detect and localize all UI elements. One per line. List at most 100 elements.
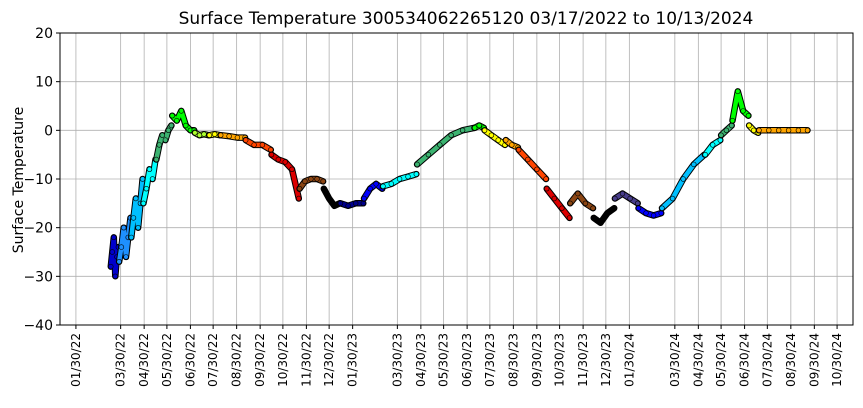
x-tick-label: 01/30/24 [622,333,636,387]
data-point [448,132,454,138]
data-series [413,124,478,168]
x-tick-label: 03/30/23 [390,333,404,387]
x-tick-label: 05/30/23 [437,333,451,387]
data-series [128,175,146,241]
data-point [481,127,488,134]
x-tick-label: 06/30/23 [460,333,474,387]
x-tick-label: 12/30/23 [599,333,613,387]
data-point [275,156,281,163]
data-point [153,156,160,163]
data-series [515,146,550,183]
data-point [165,127,172,134]
data-series [481,127,509,149]
data-point [206,132,213,138]
data-point [128,234,135,241]
data-point [509,142,515,148]
series-line [218,132,248,140]
x-tick-label: 06/30/24 [738,333,752,387]
data-point [130,215,137,221]
data-point [183,122,189,129]
x-tick-label: 08/30/23 [506,333,520,387]
data-point [162,137,169,143]
data-point [717,137,723,143]
data-point [251,142,257,148]
data-series [701,136,724,158]
data-point [140,200,147,207]
data-point [326,195,332,202]
data-point [658,210,664,216]
data-point [735,88,741,95]
data-point [201,131,207,137]
series-line [516,147,549,182]
data-point [559,205,565,211]
data-point [156,142,163,148]
data-point [108,263,114,270]
data-point [750,127,757,134]
data-point [503,137,509,143]
data-point [396,176,403,182]
data-point [218,132,224,138]
data-point [116,259,122,265]
data-point [709,142,716,148]
data-series [217,131,249,141]
data-point [627,195,633,202]
x-tick-label: 05/30/22 [160,333,174,387]
data-point [196,132,203,138]
data-point [321,186,327,192]
data-point [437,142,443,148]
data-point [345,203,351,209]
x-tick-label: 11/30/22 [299,333,313,387]
data-point [643,210,649,216]
x-tick-label: 01/30/22 [69,333,83,387]
y-axis-label: Surface Temperature [11,107,27,253]
data-point [525,156,531,163]
data-point [373,181,379,187]
data-point [367,186,373,192]
data-point [302,178,308,185]
data-point [112,273,119,279]
data-point [575,190,581,197]
x-tick-label: 10/30/24 [830,333,844,387]
data-point [718,132,724,138]
data-series [360,180,386,202]
data-point [619,190,626,197]
data-point [604,210,611,216]
x-tick-label: 08/30/22 [230,333,244,387]
series-line [321,186,342,209]
data-point [135,225,141,231]
x-tick-label: 12/30/22 [322,333,336,387]
x-tick-label: 09/30/22 [253,333,267,387]
y-tick-label: 10 [35,75,53,91]
data-point [723,127,730,134]
x-tick-label: 10/30/23 [553,333,567,387]
data-point [234,134,241,141]
data-point [296,195,302,202]
data-point [111,234,117,241]
series-line [544,186,572,221]
series-line [636,205,664,218]
series-line [129,176,145,240]
data-point [337,200,344,207]
series-line [567,191,596,211]
data-series [296,175,327,192]
y-tick-label: −40 [23,318,53,334]
data-series [566,190,597,212]
x-tick-label: 04/30/22 [137,333,151,387]
data-point [756,127,762,134]
data-point [543,186,550,192]
data-point [226,133,232,139]
data-point [582,200,589,207]
data-point [785,127,792,134]
data-point [146,166,153,173]
series-line [361,181,385,201]
data-point [534,166,540,173]
data-series-layer [107,88,811,280]
x-tick-label: 07/30/24 [760,333,774,387]
data-point [413,171,419,177]
data-point [551,195,557,202]
data-series [168,107,198,134]
data-point [795,127,802,134]
data-point [459,127,466,134]
y-tick-label: −10 [23,172,53,188]
data-point [380,183,386,190]
